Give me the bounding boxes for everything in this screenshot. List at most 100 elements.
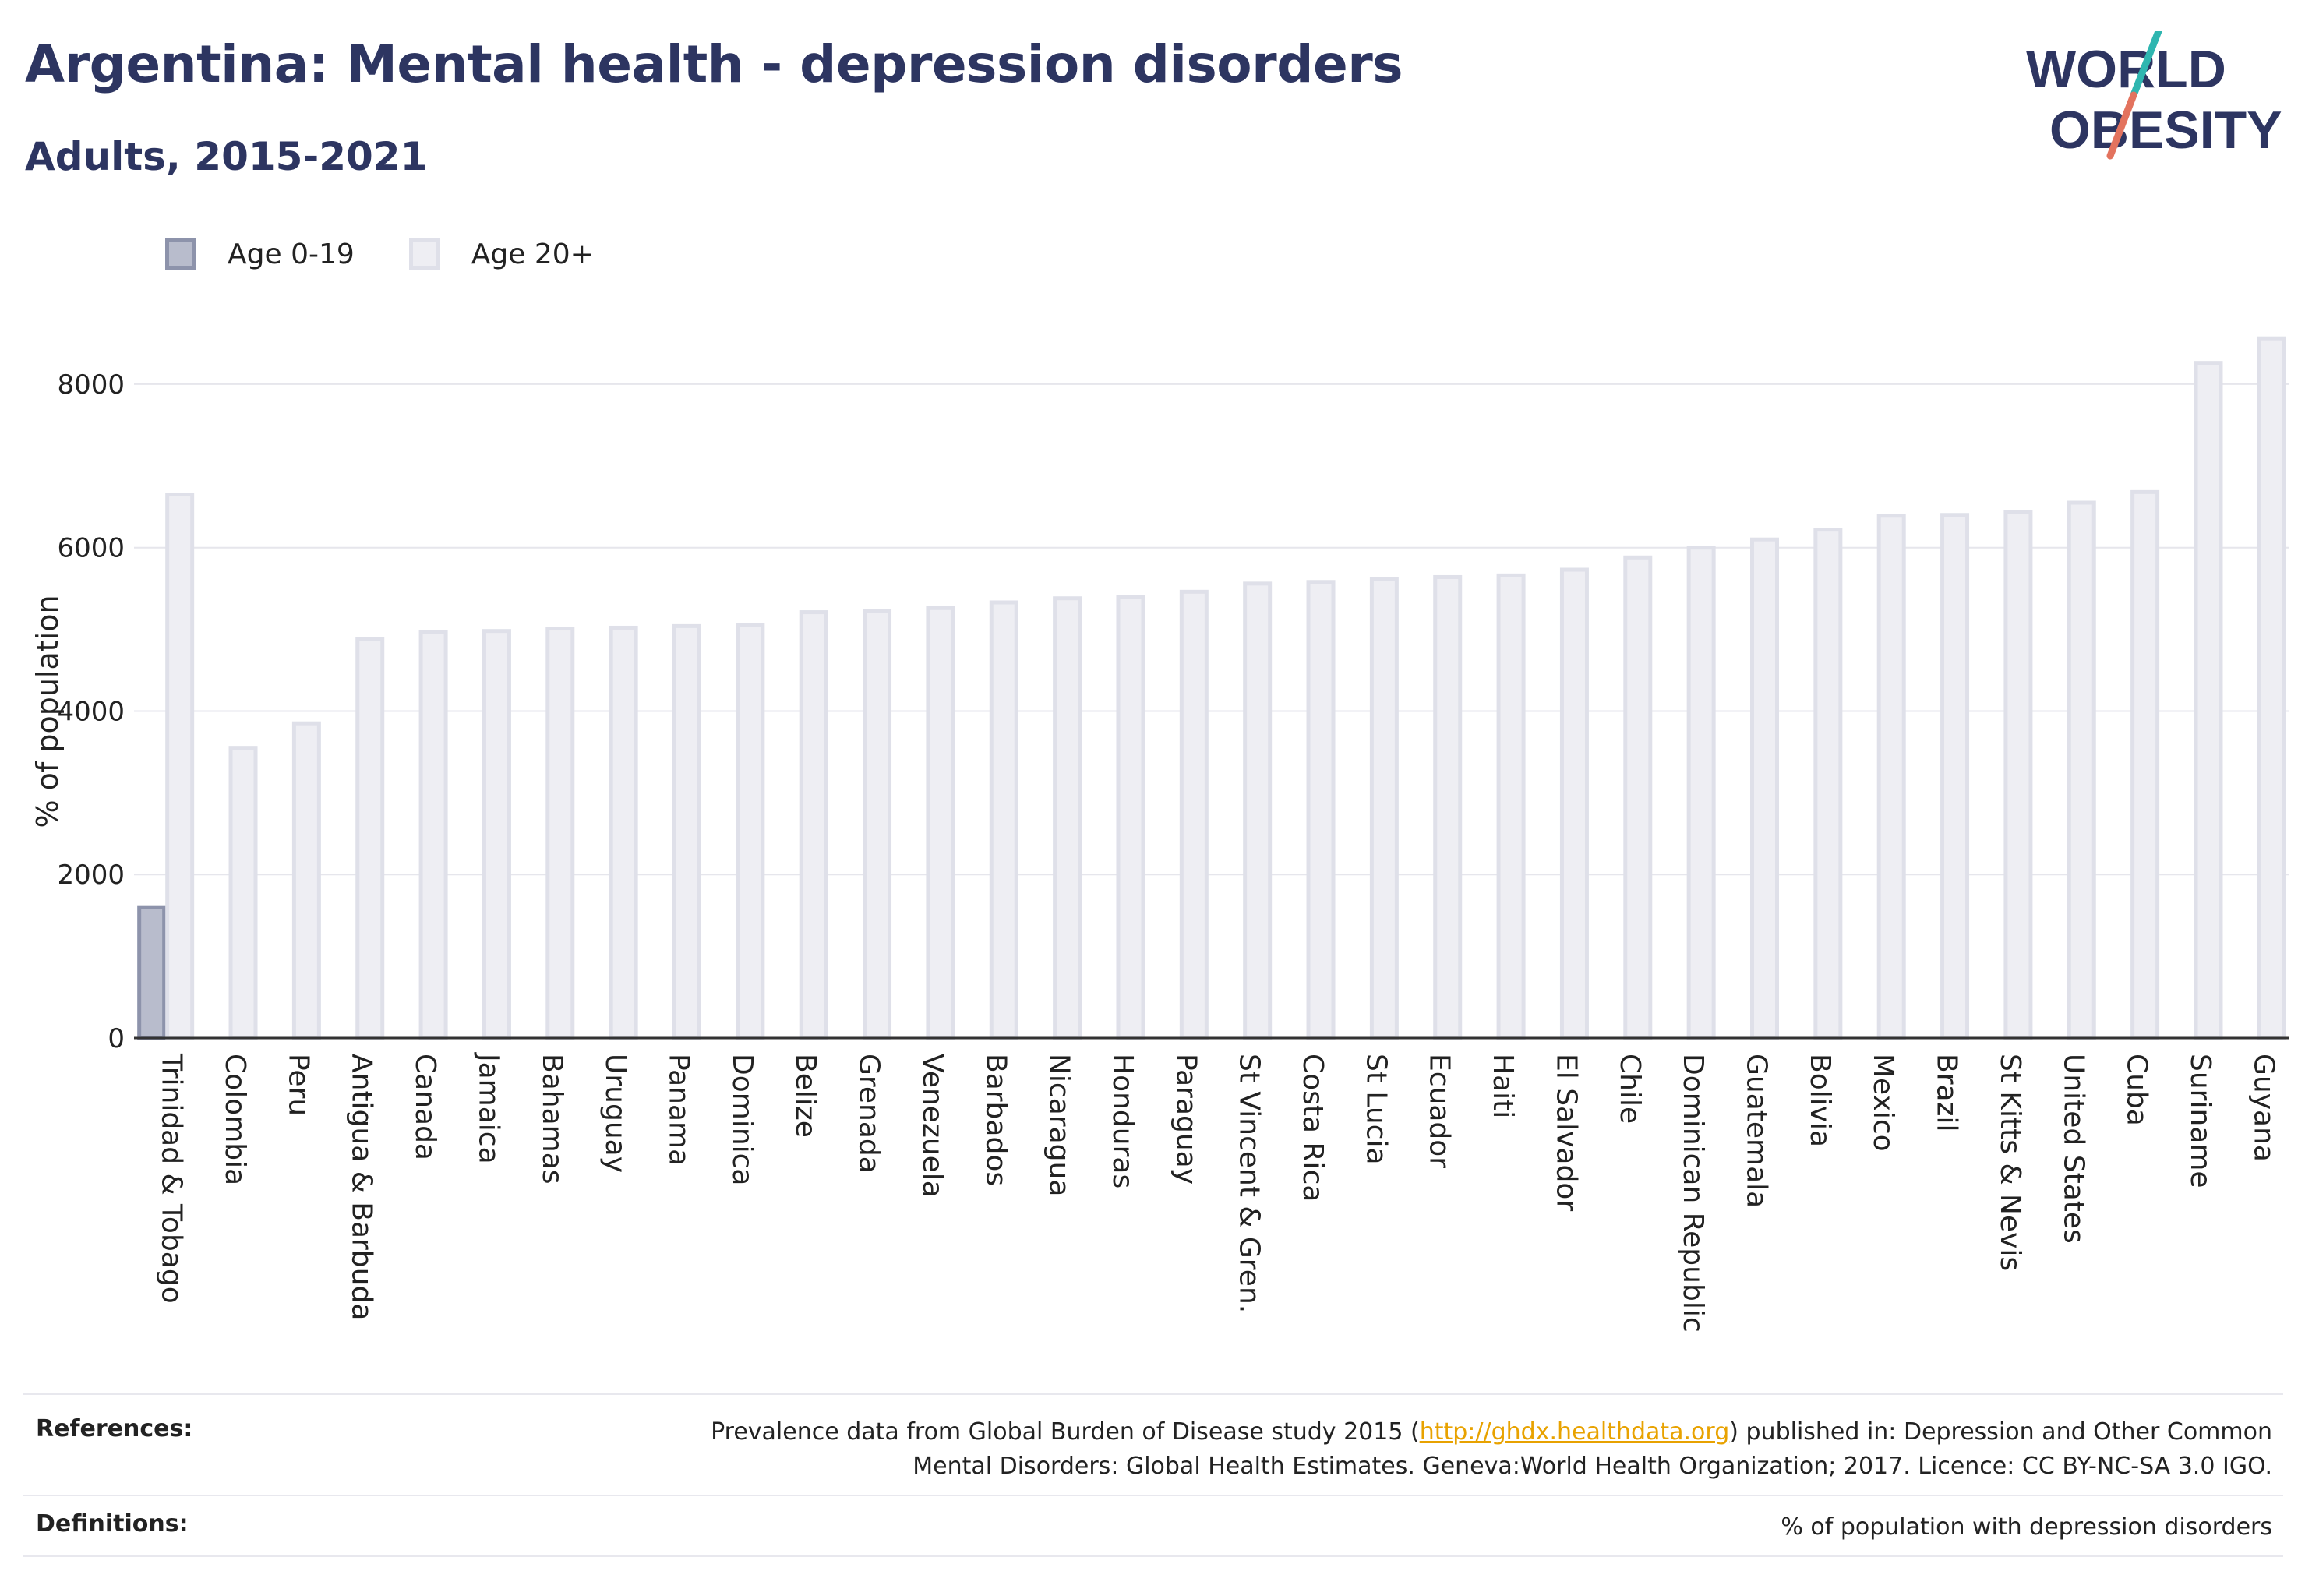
- x-tick-label-guyana: Guyana: [2247, 1054, 2279, 1162]
- x-tick-label-panama: Panama: [663, 1054, 695, 1166]
- logo-slash-coral: [2106, 91, 2137, 160]
- page-title: Argentina: Mental health - depression di…: [25, 34, 1403, 94]
- x-tick-label-haiti: Haiti: [1487, 1054, 1519, 1118]
- x-tick-label-bolivia: Bolivia: [1804, 1054, 1836, 1147]
- definitions-label: Definitions:: [36, 1510, 189, 1538]
- y-tick-label-4000: 4000: [57, 696, 125, 727]
- y-tick-label-0: 0: [108, 1023, 125, 1054]
- bar-age-20-plus-paraguay: [1179, 589, 1209, 1040]
- x-tick-label-paraguay: Paraguay: [1170, 1054, 1202, 1185]
- x-tick-label-st-lucia: St Lucia: [1360, 1054, 1392, 1165]
- x-tick-label-dominica: Dominica: [726, 1054, 758, 1186]
- y-tick-label-8000: 8000: [57, 369, 125, 401]
- bar-chart: 0 2000 4000 6000 8000 % of population Trinidad…: [30, 336, 2289, 1333]
- x-tick-label-suriname: Suriname: [2184, 1054, 2216, 1188]
- bar-age-20-plus-trinidad-and-tobago: [165, 493, 195, 1040]
- references-row: References: Prevalence data from Global …: [23, 1393, 2283, 1496]
- x-tick-label-belize: Belize: [789, 1054, 821, 1138]
- x-tick-label-honduras: Honduras: [1107, 1054, 1138, 1188]
- x-tick-label-barbados: Barbados: [980, 1054, 1011, 1186]
- references-text: Prevalence data from Global Burden of Di…: [711, 1415, 2272, 1484]
- x-tick-label-brazil: Brazil: [1931, 1054, 1963, 1132]
- y-tick-label-2000: 2000: [57, 860, 125, 891]
- legend-swatch-age-0-19: [165, 238, 196, 270]
- x-tick-label-nicaragua: Nicaragua: [1043, 1054, 1075, 1196]
- bar-age-20-plus-grenada: [863, 609, 892, 1040]
- bar-age-20-plus-st-lucia: [1369, 577, 1399, 1040]
- legend-label-age-0-19: Age 0-19: [228, 238, 355, 270]
- bar-age-20-plus-antigua-and-barbuda: [355, 637, 385, 1040]
- x-tick-label-canada: Canada: [409, 1054, 441, 1160]
- definitions-row: Definitions: % of population with depres…: [23, 1493, 2283, 1557]
- bar-age-20-plus-suriname: [2194, 361, 2223, 1040]
- x-tick-label-antigua-and-barbuda: Antigua & Barbuda: [346, 1054, 378, 1320]
- bar-age-20-plus-barbados: [989, 600, 1018, 1040]
- bar-age-20-plus-mexico: [1876, 514, 1906, 1040]
- bar-age-20-plus-el-salvador: [1559, 567, 1589, 1040]
- x-tick-label-peru: Peru: [282, 1054, 314, 1116]
- bar-age-20-plus-guyana: [2257, 336, 2286, 1040]
- x-tick-label-uruguay: Uruguay: [599, 1054, 631, 1173]
- chart-legend: Age 0-19 Age 20+: [165, 231, 648, 277]
- legend-item-age-20-plus[interactable]: Age 20+: [408, 238, 594, 270]
- x-tick-label-venezuela: Venezuela: [916, 1054, 948, 1198]
- bar-age-20-plus-venezuela: [926, 606, 955, 1040]
- logo-word-obesity: OBESITY: [2049, 101, 2282, 160]
- legend-item-age-0-19[interactable]: Age 0-19: [165, 238, 355, 270]
- legend-swatch-age-20-plus: [408, 238, 440, 270]
- bar-age-20-plus-st-vincent-and-gren: [1243, 581, 1273, 1040]
- x-tick-label-grenada: Grenada: [853, 1054, 885, 1174]
- bar-age-20-plus-uruguay: [609, 625, 638, 1040]
- bar-age-20-plus-dominica: [736, 623, 765, 1040]
- x-tick-label-st-vincent-and-gren: St Vincent & Gren.: [1234, 1054, 1265, 1313]
- bar-age-20-plus-haiti: [1496, 573, 1526, 1040]
- legend-label-age-20-plus: Age 20+: [471, 238, 594, 270]
- page-subtitle: Adults, 2015-2021: [25, 134, 428, 179]
- bar-age-20-plus-united-states: [2067, 500, 2096, 1040]
- references-line-2: Mental Disorders: Global Health Estimate…: [912, 1453, 2272, 1480]
- bar-age-20-plus-ecuador: [1433, 574, 1463, 1040]
- bar-age-20-plus-bolivia: [1813, 528, 1843, 1040]
- bar-age-20-plus-peru: [291, 721, 321, 1040]
- world-obesity-logo: WORLD OBESITY: [2026, 31, 2282, 160]
- bar-age-20-plus-honduras: [1116, 595, 1145, 1040]
- bar-age-0-19-trinidad-and-tobago: [137, 905, 167, 1040]
- y-axis-label: % of population: [30, 595, 65, 828]
- x-tick-label-guatemala: Guatemala: [1741, 1054, 1773, 1208]
- bar-age-20-plus-colombia: [228, 746, 258, 1040]
- x-tick-label-bahamas: Bahamas: [536, 1054, 568, 1185]
- x-tick-label-mexico: Mexico: [1867, 1054, 1899, 1152]
- bar-age-20-plus-cuba: [2130, 489, 2160, 1040]
- x-tick-label-cuba: Cuba: [2121, 1054, 2153, 1126]
- references-line-1: Prevalence data from Global Burden of Di…: [711, 1415, 2272, 1449]
- bar-age-20-plus-canada: [418, 630, 448, 1040]
- references-label: References:: [36, 1415, 193, 1442]
- x-tick-label-colombia: Colombia: [219, 1054, 251, 1185]
- bar-age-20-plus-costa-rica: [1306, 580, 1336, 1040]
- references-text-before: Prevalence data from Global Burden of Di…: [711, 1418, 1420, 1446]
- bar-age-20-plus-chile: [1623, 555, 1653, 1040]
- x-tick-label-trinidad-and-tobago: Trinidad & Tobago: [156, 1053, 188, 1304]
- x-tick-label-chile: Chile: [1614, 1054, 1646, 1124]
- bar-age-20-plus-bahamas: [545, 627, 575, 1040]
- x-tick-label-st-kitts-and-nevis: St Kitts & Nevis: [1994, 1054, 2026, 1271]
- bar-age-20-plus-belize: [799, 610, 828, 1040]
- references-link[interactable]: http://ghdx.healthdata.org: [1419, 1418, 1730, 1446]
- bar-age-20-plus-st-kitts-and-nevis: [2003, 510, 2033, 1040]
- x-tick-label-jamaica: Jamaica: [472, 1052, 504, 1164]
- bar-age-20-plus-dominican-republic: [1686, 546, 1716, 1040]
- x-tick-label-dominican-republic: Dominican Republic: [1677, 1054, 1709, 1333]
- x-tick-label-costa-rica: Costa Rica: [1297, 1054, 1329, 1202]
- definitions-text: % of population with depression disorder…: [1781, 1513, 2272, 1541]
- bar-age-20-plus-panama: [672, 623, 701, 1040]
- x-tick-label-united-states: United States: [2057, 1054, 2089, 1244]
- logo-slash-teal: [2130, 31, 2162, 99]
- x-tick-label-el-salvador: El Salvador: [1550, 1054, 1582, 1211]
- bar-age-20-plus-nicaragua: [1053, 596, 1082, 1040]
- bar-age-20-plus-jamaica: [482, 629, 511, 1040]
- y-tick-label-6000: 6000: [57, 533, 125, 564]
- logo-word-world: WORLD: [2026, 40, 2226, 99]
- bar-age-20-plus-brazil: [1940, 513, 1970, 1040]
- references-text-after: ) published in: Depression and Other Com…: [1729, 1418, 2272, 1446]
- bar-age-20-plus-guatemala: [1750, 537, 1779, 1040]
